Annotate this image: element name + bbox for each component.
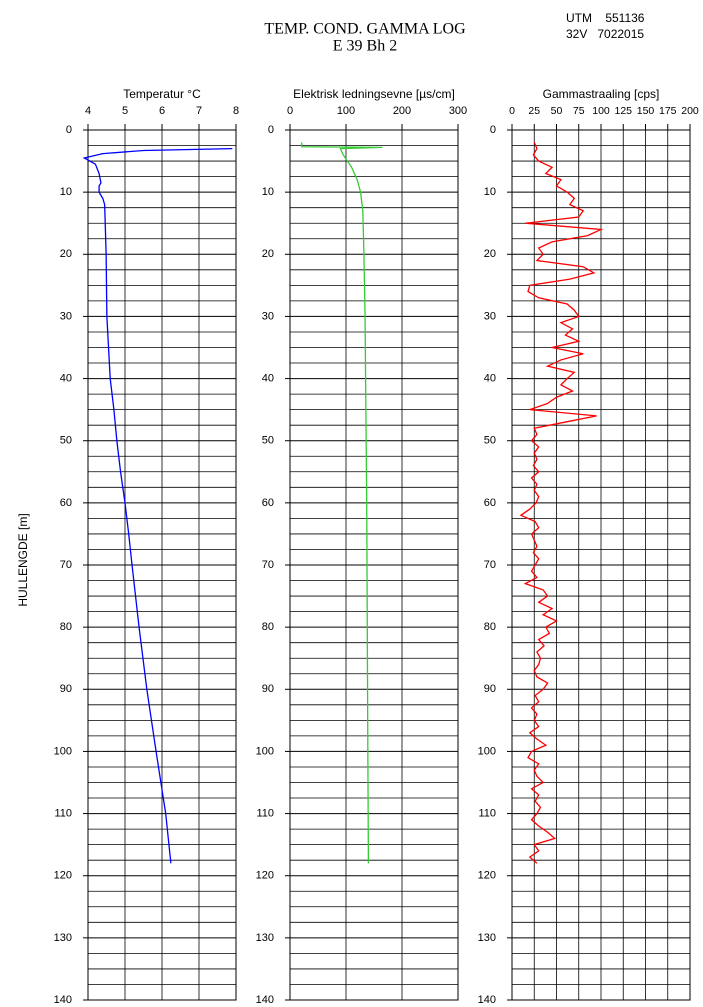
y-tick-label: 80 — [60, 621, 72, 633]
plot-frame — [87, 129, 237, 1001]
x-tick-label: 300 — [449, 105, 467, 117]
y-tick-label: 140 — [478, 994, 496, 1006]
y-tick-label: 120 — [256, 870, 274, 882]
y-tick-label: 50 — [262, 435, 274, 447]
y-tick-label: 0 — [490, 124, 496, 136]
x-tick-label: 100 — [592, 105, 610, 117]
y-tick-label: 40 — [262, 372, 274, 384]
y-tick-label: 110 — [478, 807, 496, 819]
x-axis-label: Elektrisk ledningsevne [µs/cm] — [293, 87, 455, 101]
x-tick-label: 0 — [287, 105, 293, 117]
y-tick-label: 20 — [262, 248, 274, 260]
data-line — [519, 142, 604, 864]
y-tick-label: 130 — [54, 932, 72, 944]
y-tick-label: 0 — [268, 124, 274, 136]
x-tick-label: 150 — [637, 105, 655, 117]
y-tick-label: 20 — [484, 248, 496, 260]
x-tick-label: 50 — [551, 105, 563, 117]
y-tick-label: 130 — [256, 932, 274, 944]
x-tick-label: 175 — [659, 105, 677, 117]
y-tick-label: 20 — [60, 248, 72, 260]
utm-line: UTM 551136 — [566, 11, 645, 25]
data-line — [82, 147, 233, 864]
y-tick-label: 60 — [484, 497, 496, 509]
x-tick-label: 7 — [196, 105, 202, 117]
y-tick-label: 120 — [478, 870, 496, 882]
y-tick-label: 110 — [54, 807, 72, 819]
x-tick-label: 6 — [159, 105, 165, 117]
y-tick-label: 70 — [262, 559, 274, 571]
x-axis-label: Temperatur °C — [123, 87, 201, 101]
plot-frame — [289, 129, 459, 1001]
y-tick-label: 100 — [256, 745, 274, 757]
utm-line: 32V 7022015 — [566, 27, 644, 41]
x-tick-label: 200 — [681, 105, 699, 117]
x-tick-label: 0 — [509, 105, 515, 117]
y-tick-label: 140 — [256, 994, 274, 1006]
y-tick-label: 120 — [54, 870, 72, 882]
y-tick-label: 40 — [484, 372, 496, 384]
y-tick-label: 90 — [60, 683, 72, 695]
y-tick-label: 100 — [478, 745, 496, 757]
y-tick-label: 0 — [66, 124, 72, 136]
y-tick-label: 40 — [60, 372, 72, 384]
y-axis-label: HULLENGDE [m] — [16, 513, 30, 606]
y-tick-label: 100 — [54, 745, 72, 757]
x-tick-label: 200 — [393, 105, 411, 117]
data-line — [301, 142, 383, 864]
y-tick-label: 80 — [484, 621, 496, 633]
y-tick-label: 30 — [60, 310, 72, 322]
x-tick-label: 100 — [337, 105, 355, 117]
y-tick-label: 70 — [484, 559, 496, 571]
y-tick-label: 30 — [484, 310, 496, 322]
y-tick-label: 80 — [262, 621, 274, 633]
y-tick-label: 50 — [60, 435, 72, 447]
y-tick-label: 130 — [478, 932, 496, 944]
y-tick-label: 50 — [484, 435, 496, 447]
y-tick-label: 10 — [262, 186, 274, 198]
y-tick-label: 90 — [262, 683, 274, 695]
y-tick-label: 60 — [262, 497, 274, 509]
y-tick-label: 110 — [256, 807, 274, 819]
y-tick-label: 30 — [262, 310, 274, 322]
subtitle: E 39 Bh 2 — [333, 38, 397, 55]
y-tick-label: 60 — [60, 497, 72, 509]
x-axis-label: Gammastraaling [cps] — [543, 87, 660, 101]
x-tick-label: 75 — [573, 105, 585, 117]
y-tick-label: 90 — [484, 683, 496, 695]
y-tick-label: 70 — [60, 559, 72, 571]
plot-frame — [511, 129, 691, 1001]
x-tick-label: 25 — [528, 105, 540, 117]
x-tick-label: 4 — [85, 105, 91, 117]
title: TEMP. COND. GAMMA LOG — [264, 21, 466, 38]
x-tick-label: 8 — [233, 105, 239, 117]
y-tick-label: 10 — [60, 186, 72, 198]
y-tick-label: 140 — [54, 994, 72, 1006]
x-tick-label: 5 — [122, 105, 128, 117]
y-tick-label: 10 — [484, 186, 496, 198]
x-tick-label: 125 — [614, 105, 632, 117]
